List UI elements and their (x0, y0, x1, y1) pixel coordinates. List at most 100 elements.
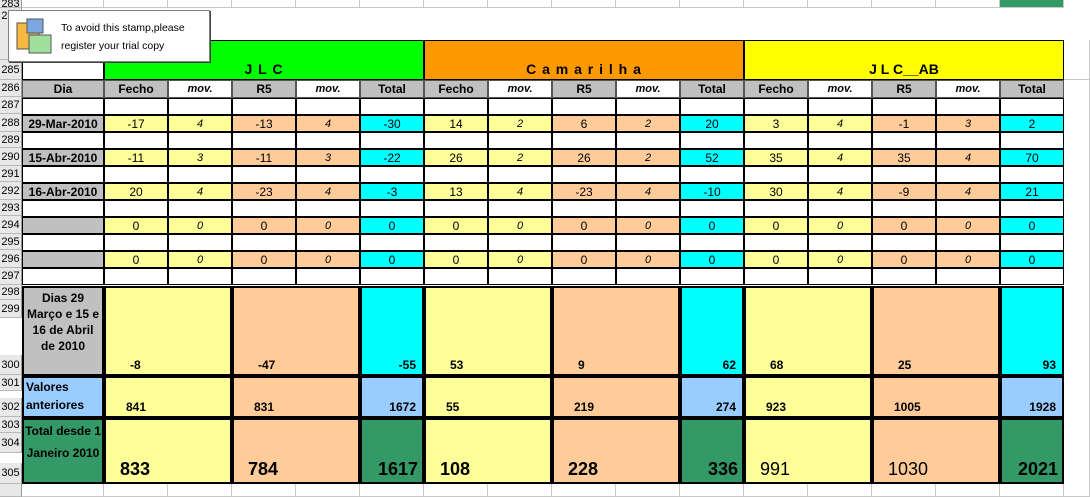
value-cell[interactable]: 20 (104, 183, 168, 200)
value-cell[interactable]: 0 (680, 251, 744, 268)
bottom-row-cell[interactable] (232, 484, 296, 497)
header-fecho[interactable]: Fecho (424, 80, 488, 98)
value-cell[interactable]: -30 (360, 115, 424, 132)
header-mov[interactable]: mov. (616, 80, 680, 98)
dias-label[interactable]: Dias 29 Março e 15 e 16 de Abril de 2010 (22, 286, 104, 376)
empty-cell[interactable] (872, 166, 936, 183)
mov-value-cell[interactable]: 0 (296, 217, 360, 234)
dias-value[interactable]: 9 (552, 286, 680, 376)
dias-value[interactable]: 62 (680, 286, 744, 376)
top-row-cell[interactable] (232, 0, 296, 8)
total-value[interactable]: 108 (424, 418, 552, 484)
empty-cell[interactable] (936, 166, 1000, 183)
top-row-cell[interactable] (616, 0, 680, 8)
mov-value-cell[interactable]: 2 (616, 115, 680, 132)
top-row-cell[interactable] (360, 0, 424, 8)
bottom-row-cell[interactable] (488, 484, 552, 497)
top-row-cell[interactable] (424, 0, 488, 8)
top-row-cell[interactable] (744, 0, 808, 8)
mov-value-cell[interactable]: 0 (488, 217, 552, 234)
bottom-row-cell[interactable] (296, 484, 360, 497)
empty-cell[interactable] (552, 200, 616, 217)
header-fecho[interactable]: Fecho (744, 80, 808, 98)
header-fecho[interactable]: Fecho (104, 80, 168, 98)
row-number-289[interactable]: 289 (0, 132, 22, 148)
dias-value[interactable]: -47 (232, 286, 360, 376)
group-header-camarilha[interactable]: C a m a r i l h a (424, 40, 744, 80)
empty-cell[interactable] (680, 200, 744, 217)
empty-cell[interactable] (936, 98, 1000, 115)
anteriores-value[interactable]: 831 (232, 376, 360, 418)
empty-cell[interactable] (936, 234, 1000, 251)
dias-value[interactable]: 93 (1000, 286, 1064, 376)
mov-value-cell[interactable]: 0 (168, 251, 232, 268)
value-cell[interactable]: 6 (552, 115, 616, 132)
dias-value[interactable]: -55 (360, 286, 424, 376)
dias-value[interactable]: -8 (104, 286, 232, 376)
value-cell[interactable]: 26 (424, 149, 488, 166)
empty-cell[interactable] (616, 166, 680, 183)
anteriores-value[interactable]: 274 (680, 376, 744, 418)
mov-value-cell[interactable]: 0 (808, 217, 872, 234)
row-number-299[interactable]: 299 (0, 300, 22, 318)
mov-value-cell[interactable]: 4 (808, 183, 872, 200)
value-cell[interactable]: 0 (1000, 251, 1064, 268)
empty-cell[interactable] (232, 200, 296, 217)
top-row-cell[interactable] (168, 0, 232, 8)
mov-value-cell[interactable]: 0 (808, 251, 872, 268)
bottom-row-cell[interactable] (872, 484, 936, 497)
total-value[interactable]: 1617 (360, 418, 424, 484)
date-cell[interactable]: 15-Abr-2010 (22, 149, 104, 166)
top-row-cell[interactable] (22, 0, 104, 8)
row-number-305[interactable]: 305 (0, 463, 22, 484)
bottom-row-cell[interactable] (424, 484, 488, 497)
row-number-292[interactable]: 292 (0, 182, 22, 200)
empty-cell[interactable] (680, 98, 744, 115)
bottom-row-cell[interactable] (744, 484, 808, 497)
empty-cell[interactable] (680, 166, 744, 183)
row-number-300[interactable]: 300 (0, 355, 22, 375)
mov-value-cell[interactable]: 3 (296, 149, 360, 166)
total-value[interactable]: 1030 (872, 418, 1000, 484)
value-cell[interactable]: 0 (552, 251, 616, 268)
mov-value-cell[interactable]: 3 (936, 115, 1000, 132)
empty-cell[interactable] (936, 132, 1000, 149)
empty-cell[interactable] (424, 98, 488, 115)
value-cell[interactable]: 0 (104, 217, 168, 234)
value-cell[interactable]: 35 (872, 149, 936, 166)
value-cell[interactable]: 14 (424, 115, 488, 132)
value-cell[interactable]: 0 (360, 217, 424, 234)
header-dia[interactable]: Dia (22, 80, 104, 98)
empty-cell[interactable] (424, 234, 488, 251)
empty-cell[interactable] (296, 268, 360, 285)
bottom-row-cell[interactable] (808, 484, 872, 497)
empty-cell[interactable] (22, 166, 104, 183)
empty-cell[interactable] (872, 200, 936, 217)
empty-cell[interactable] (872, 132, 936, 149)
empty-cell[interactable] (808, 234, 872, 251)
empty-cell[interactable] (616, 200, 680, 217)
mov-value-cell[interactable]: 4 (168, 115, 232, 132)
bottom-row-cell[interactable] (360, 484, 424, 497)
mov-value-cell[interactable]: 4 (616, 183, 680, 200)
total-value[interactable]: 833 (104, 418, 232, 484)
empty-cell[interactable] (232, 268, 296, 285)
cell-blank[interactable] (1064, 40, 1090, 80)
empty-cell[interactable] (22, 200, 104, 217)
empty-cell[interactable] (360, 98, 424, 115)
date-cell[interactable] (22, 251, 104, 268)
value-cell[interactable]: -13 (232, 115, 296, 132)
mov-value-cell[interactable]: 0 (616, 251, 680, 268)
value-cell[interactable]: 0 (552, 217, 616, 234)
empty-cell[interactable] (296, 132, 360, 149)
value-cell[interactable]: -11 (104, 149, 168, 166)
value-cell[interactable]: 0 (744, 251, 808, 268)
empty-cell[interactable] (808, 166, 872, 183)
empty-cell[interactable] (744, 132, 808, 149)
date-cell[interactable]: 16-Abr-2010 (22, 183, 104, 200)
empty-cell[interactable] (552, 98, 616, 115)
value-cell[interactable]: 0 (424, 217, 488, 234)
header-r5[interactable]: R5 (552, 80, 616, 98)
value-cell[interactable]: -23 (552, 183, 616, 200)
